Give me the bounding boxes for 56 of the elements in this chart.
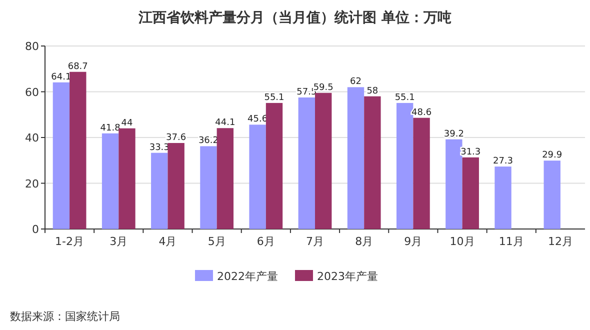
x-tick-label: 1-2月 xyxy=(55,235,84,248)
x-tick-label: 7月 xyxy=(306,235,324,248)
data-label: 55.1 xyxy=(264,92,284,103)
data-label: 62 xyxy=(350,77,362,88)
bar xyxy=(396,102,414,229)
bar xyxy=(151,152,168,229)
data-label: 55.1 xyxy=(394,92,415,103)
bar xyxy=(102,133,119,229)
bar xyxy=(315,92,332,229)
data-label: 37.6 xyxy=(166,132,186,143)
data-label: 58 xyxy=(366,86,378,96)
x-tick-label: 8月 xyxy=(355,235,374,248)
data-label: 31.3 xyxy=(460,147,481,158)
x-tick-label: 11月 xyxy=(498,235,524,248)
x-tick-label: 4月 xyxy=(158,235,177,248)
bar xyxy=(168,142,184,229)
y-tick-label: 40 xyxy=(25,132,39,144)
y-tick-label: 0 xyxy=(32,223,39,236)
bar xyxy=(216,128,234,229)
y-tick-label: 20 xyxy=(25,177,39,190)
data-label: 29.9 xyxy=(542,150,562,161)
bar xyxy=(200,146,217,229)
y-tick-label: 60 xyxy=(25,86,39,99)
x-tick-label: 10月 xyxy=(450,235,475,248)
data-label: 44.1 xyxy=(215,118,236,128)
data-label: 41.8 xyxy=(100,123,121,134)
data-label: 44 xyxy=(121,118,133,128)
bar xyxy=(494,166,512,229)
data-label: 59.5 xyxy=(313,82,334,93)
bar xyxy=(70,72,86,229)
data-label: 68.7 xyxy=(68,62,88,72)
bar xyxy=(413,118,430,229)
x-tick-label: 3月 xyxy=(110,235,128,248)
bar xyxy=(544,160,560,229)
data-label: 36.2 xyxy=(198,136,218,146)
bar xyxy=(52,82,70,229)
chart-title: 江西省饮料产量分月（当月值）统计图 单位：万吨 xyxy=(138,9,452,26)
y-tick-label: 80 xyxy=(25,40,39,53)
bar xyxy=(266,102,283,229)
bar xyxy=(298,97,315,229)
bar xyxy=(462,157,479,229)
data-label: 39.2 xyxy=(444,129,464,140)
bar xyxy=(364,96,381,229)
data-label: 48.6 xyxy=(412,108,432,118)
x-tick-label: 5月 xyxy=(208,235,226,248)
x-tick-label: 6月 xyxy=(256,235,275,248)
bar xyxy=(347,87,364,229)
x-tick-label: 9月 xyxy=(404,235,422,248)
legend-label: 2023年产量 xyxy=(317,270,378,283)
bar xyxy=(118,128,136,229)
legend-label: 2022年产量 xyxy=(217,270,278,283)
x-tick-label: 12月 xyxy=(548,235,573,248)
bar xyxy=(249,124,266,229)
data-label: 27.3 xyxy=(492,156,514,167)
source-note: 数据来源：国家统计局 xyxy=(10,310,120,323)
bar xyxy=(446,139,462,229)
